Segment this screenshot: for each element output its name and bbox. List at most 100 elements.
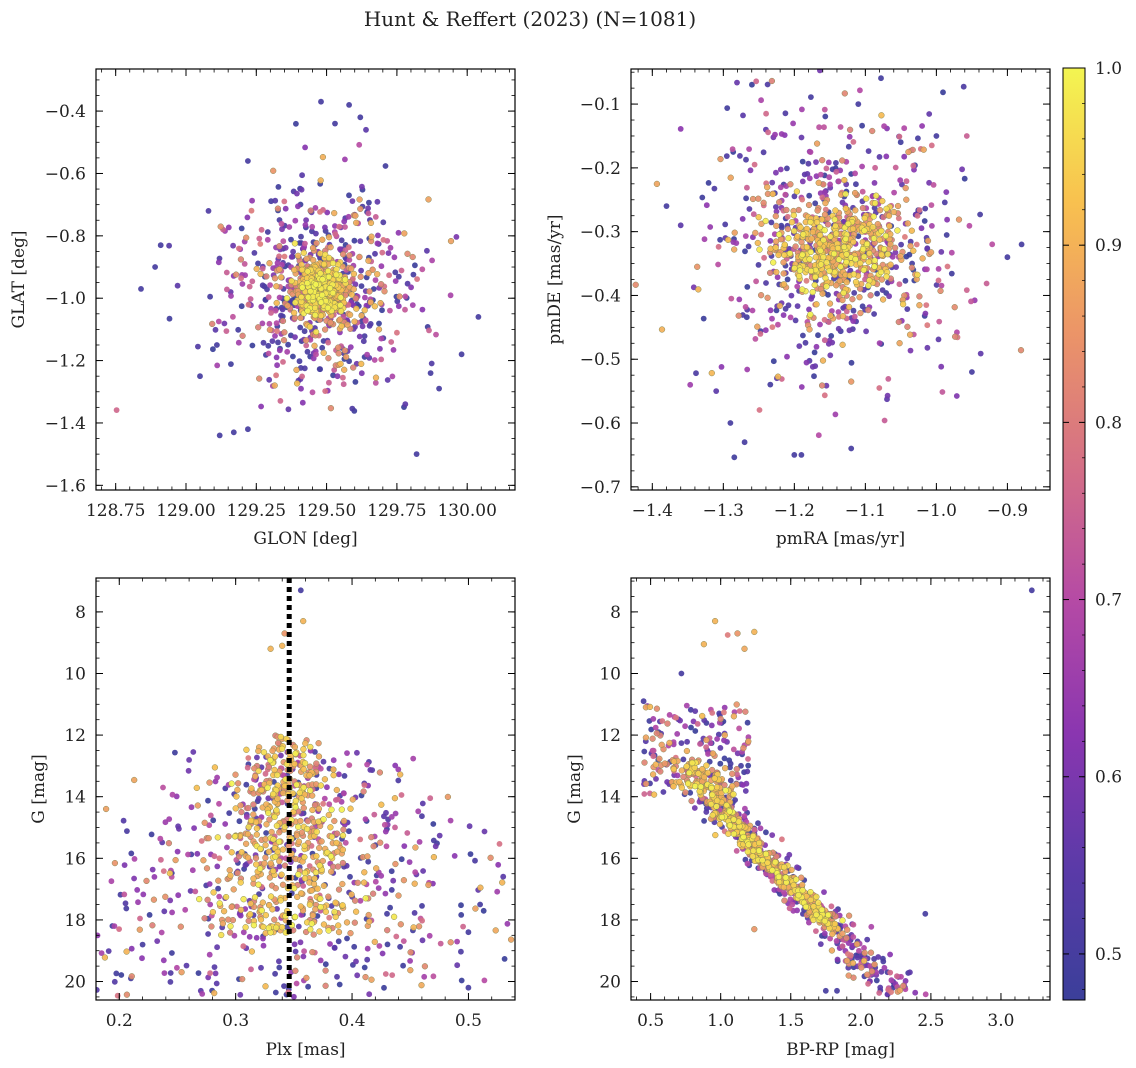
scatter-point: [332, 899, 339, 906]
scatter-point: [337, 302, 344, 309]
scatter-point: [816, 124, 822, 131]
scatter-point: [798, 134, 805, 141]
scatter-point: [402, 306, 408, 313]
scatter-point: [257, 916, 265, 923]
scatter-point: [356, 196, 363, 203]
scatter-point: [166, 816, 173, 822]
panel-glon-glat: 128.75 129.00 129.25 129.50 129.75 130.00−1.6…: [9, 68, 516, 549]
scatter-point: [492, 927, 499, 934]
scatter-point: [821, 917, 828, 925]
scatter-point: [804, 171, 811, 177]
scatter-point: [305, 983, 311, 990]
scatter-point: [388, 339, 395, 345]
scatter-point: [63, 887, 69, 893]
scatter-point: [765, 129, 771, 136]
scatter-point: [291, 913, 299, 920]
scatter-point: [653, 705, 661, 712]
scatter-point: [326, 379, 332, 386]
scatter-point: [708, 784, 715, 792]
scatter-point: [272, 853, 279, 860]
scatter-point: [378, 263, 385, 270]
scatter-point: [642, 734, 650, 741]
scatter-point: [428, 360, 435, 367]
scatter-point: [273, 822, 281, 829]
scatter-point: [348, 891, 355, 898]
scatter-point: [327, 824, 334, 831]
scatter-point: [301, 853, 308, 861]
scatter-point: [729, 146, 736, 153]
scatter-point: [238, 849, 245, 856]
scatter-point: [245, 426, 251, 433]
scatter-point: [242, 272, 249, 279]
scatter-point: [860, 266, 867, 274]
scatter-point: [832, 55, 838, 61]
scatter-point: [767, 307, 774, 314]
y-tick-label: 20: [599, 973, 621, 993]
scatter-point: [370, 843, 377, 850]
scatter-point: [841, 90, 848, 97]
scatter-point: [337, 246, 343, 253]
scatter-point: [842, 235, 849, 243]
scatter-point: [320, 800, 326, 807]
x-tick-label: −1.4: [632, 501, 673, 521]
scatter-point: [879, 296, 887, 303]
scatter-point: [327, 405, 335, 412]
scatter-point: [324, 849, 331, 856]
scatter-point: [815, 179, 822, 186]
scatter-point: [232, 805, 239, 812]
scatter-point: [764, 81, 771, 88]
scatter-point: [928, 202, 935, 209]
scatter-point: [313, 239, 320, 247]
scatter-point: [541, 936, 547, 942]
scatter-point: [784, 225, 792, 233]
scatter-point: [292, 797, 299, 805]
scatter-point: [718, 814, 726, 821]
scatter-point: [234, 869, 241, 877]
scatter-point: [673, 714, 679, 721]
scatter-point: [869, 127, 876, 135]
scatter-point: [717, 715, 724, 723]
scatter-point: [707, 224, 714, 230]
scatter-point: [345, 213, 352, 220]
scatter-point: [878, 968, 885, 975]
scatter-point: [870, 235, 878, 242]
scatter-point: [1004, 254, 1011, 261]
scatter-point: [191, 825, 198, 831]
scatter-point: [346, 257, 353, 263]
scatter-point: [192, 888, 199, 895]
scatter-point: [237, 802, 244, 809]
scatter-point: [427, 795, 434, 802]
scatter-point: [840, 289, 847, 297]
scatter-point: [433, 331, 439, 338]
scatter-point: [708, 369, 715, 377]
plot-frame: [95, 577, 516, 1001]
scatter-point: [677, 125, 684, 132]
scatter-point: [799, 106, 805, 113]
scatter-point: [340, 381, 347, 388]
scatter-point: [346, 311, 354, 318]
scatter-point: [276, 243, 283, 250]
scatter-point: [692, 728, 699, 734]
scatter-point: [924, 322, 931, 329]
scatter-point: [336, 316, 344, 323]
scatter-point: [883, 205, 890, 212]
scatter-point: [47, 942, 53, 948]
scatter-point: [262, 854, 269, 861]
scatter-point: [390, 877, 397, 884]
scatter-point: [311, 342, 318, 349]
scatter-point: [819, 157, 826, 164]
scatter-point: [713, 784, 721, 791]
scatter-point: [878, 75, 884, 82]
y-tick-label: 18: [599, 911, 621, 931]
scatter-point: [682, 723, 688, 730]
scatter-point: [419, 937, 426, 944]
scatter-point: [839, 943, 846, 950]
scatter-point: [388, 887, 395, 893]
scatter-point: [914, 271, 921, 278]
scatter-point: [368, 233, 375, 240]
scatter-point: [749, 81, 755, 88]
scatter-point: [331, 209, 338, 217]
scatter-point: [727, 760, 734, 767]
scatter-point: [384, 377, 391, 383]
scatter-point: [358, 267, 364, 274]
